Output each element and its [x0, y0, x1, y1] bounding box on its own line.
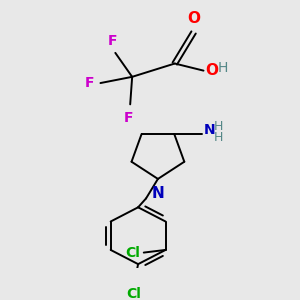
Text: H: H — [218, 61, 228, 75]
Text: F: F — [124, 111, 133, 124]
Text: N: N — [204, 123, 216, 137]
Text: H: H — [214, 131, 223, 144]
Text: Cl: Cl — [125, 246, 140, 260]
Text: F: F — [108, 34, 117, 48]
Text: Cl: Cl — [127, 287, 142, 300]
Text: O: O — [187, 11, 200, 26]
Text: O: O — [206, 63, 218, 78]
Text: F: F — [85, 76, 94, 90]
Text: H: H — [214, 120, 223, 133]
Text: N: N — [152, 186, 164, 201]
